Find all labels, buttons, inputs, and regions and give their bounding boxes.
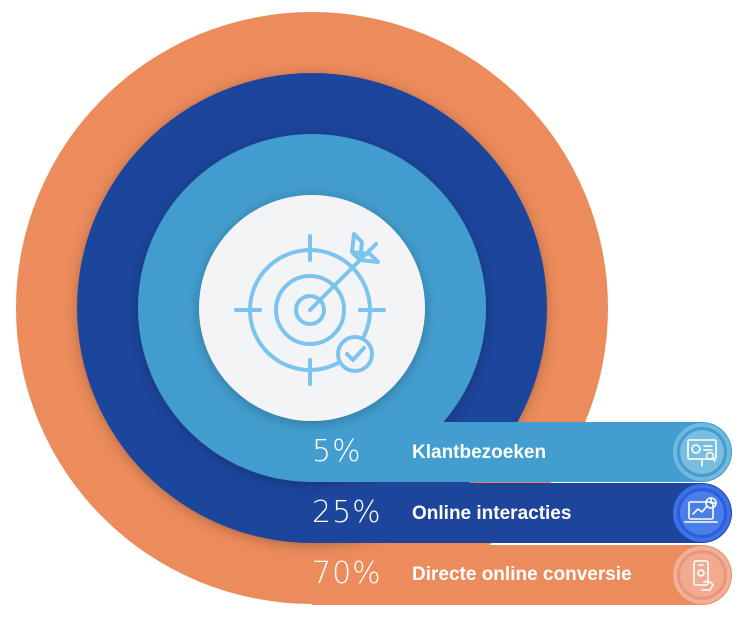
percent-klantbezoeken: 5% bbox=[312, 434, 362, 469]
percent-online-interacties: 25% bbox=[312, 495, 382, 530]
band-dark-blue bbox=[312, 483, 702, 543]
laptop-analytics-icon bbox=[673, 484, 731, 542]
label-directe-online-conversie: Directe online conversie bbox=[412, 564, 632, 585]
label-online-interacties: Online interacties bbox=[412, 503, 572, 524]
band-orange bbox=[312, 545, 702, 605]
percent-directe-online-conversie: 70% bbox=[312, 556, 382, 591]
presentation-board-icon bbox=[673, 423, 731, 481]
label-klantbezoeken: Klantbezoeken bbox=[412, 442, 547, 463]
target-with-arrow-and-check-icon bbox=[234, 232, 386, 386]
band-light-blue bbox=[312, 422, 702, 482]
mobile-phone-hand-icon bbox=[673, 546, 731, 604]
